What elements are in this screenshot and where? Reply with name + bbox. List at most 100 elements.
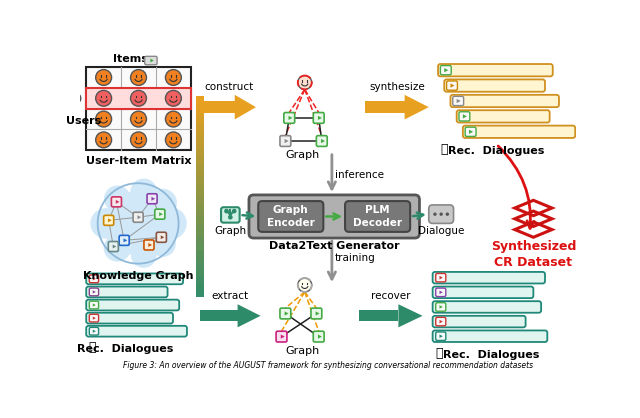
Bar [196, 237, 204, 244]
Circle shape [104, 186, 131, 212]
FancyBboxPatch shape [451, 95, 559, 107]
Polygon shape [235, 95, 256, 120]
Text: Graph: Graph [285, 150, 319, 160]
Circle shape [433, 212, 436, 216]
Bar [196, 150, 204, 157]
FancyBboxPatch shape [436, 273, 446, 282]
Polygon shape [108, 218, 112, 222]
Circle shape [96, 111, 111, 127]
Polygon shape [321, 139, 325, 143]
Polygon shape [318, 334, 322, 339]
Polygon shape [440, 305, 443, 309]
FancyBboxPatch shape [452, 97, 463, 106]
Polygon shape [469, 130, 473, 134]
Text: recover: recover [371, 291, 410, 301]
Circle shape [104, 234, 131, 262]
FancyBboxPatch shape [221, 207, 239, 223]
Text: PLM
Decoder: PLM Decoder [353, 205, 402, 228]
Circle shape [131, 132, 147, 148]
FancyBboxPatch shape [284, 112, 294, 123]
Bar [196, 210, 204, 217]
Bar [196, 243, 204, 251]
Text: Figure 3: An overview of the AUGUST framework for synthesizing conversational re: Figure 3: An overview of the AUGUST fram… [123, 361, 533, 370]
FancyBboxPatch shape [119, 235, 129, 245]
Bar [196, 270, 204, 277]
Text: inference: inference [335, 170, 384, 180]
Polygon shape [93, 329, 96, 333]
Text: Users: Users [67, 116, 102, 126]
FancyBboxPatch shape [259, 201, 323, 232]
Polygon shape [138, 215, 141, 219]
FancyBboxPatch shape [86, 300, 179, 311]
FancyBboxPatch shape [459, 112, 470, 121]
Polygon shape [289, 116, 292, 120]
FancyBboxPatch shape [108, 242, 118, 252]
Text: training: training [335, 253, 376, 263]
Polygon shape [281, 334, 285, 339]
Polygon shape [152, 197, 155, 201]
Bar [196, 103, 204, 110]
Bar [196, 217, 204, 224]
FancyBboxPatch shape [147, 194, 157, 204]
FancyBboxPatch shape [433, 301, 541, 313]
Polygon shape [457, 99, 461, 103]
Polygon shape [440, 334, 443, 338]
Text: extract: extract [212, 291, 249, 301]
Circle shape [232, 209, 237, 214]
FancyBboxPatch shape [90, 314, 99, 322]
Circle shape [298, 278, 312, 292]
FancyBboxPatch shape [436, 317, 446, 326]
Circle shape [131, 69, 147, 85]
Text: 👍: 👍 [435, 347, 442, 360]
FancyBboxPatch shape [457, 110, 550, 122]
Circle shape [131, 178, 157, 205]
Bar [196, 230, 204, 237]
Circle shape [165, 111, 181, 127]
Polygon shape [399, 304, 422, 327]
FancyBboxPatch shape [111, 197, 122, 207]
FancyBboxPatch shape [104, 215, 114, 225]
Circle shape [90, 208, 121, 239]
Text: Rec.  Dialogues: Rec. Dialogues [77, 344, 173, 354]
Polygon shape [440, 276, 443, 280]
Circle shape [440, 212, 443, 216]
Text: 👍: 👍 [440, 143, 448, 156]
Bar [196, 136, 204, 144]
Text: Graph: Graph [285, 346, 319, 356]
Bar [196, 163, 204, 171]
FancyBboxPatch shape [316, 135, 327, 146]
Text: Rec.  Dialogues: Rec. Dialogues [443, 350, 539, 360]
Text: Knowledge Graph: Knowledge Graph [83, 270, 193, 280]
Bar [196, 203, 204, 211]
FancyBboxPatch shape [90, 275, 99, 283]
Bar [196, 110, 204, 117]
FancyBboxPatch shape [90, 327, 99, 335]
Circle shape [445, 212, 449, 216]
FancyBboxPatch shape [463, 126, 575, 138]
Polygon shape [124, 238, 127, 242]
FancyBboxPatch shape [438, 64, 553, 76]
Polygon shape [451, 84, 454, 88]
FancyBboxPatch shape [280, 308, 291, 319]
FancyBboxPatch shape [465, 127, 476, 136]
Polygon shape [159, 212, 163, 216]
Bar [196, 143, 204, 150]
Polygon shape [440, 320, 443, 324]
Polygon shape [93, 303, 96, 307]
FancyBboxPatch shape [155, 209, 165, 219]
Text: Synthesized
CR Dataset: Synthesized CR Dataset [491, 240, 576, 269]
Bar [359, 311, 399, 321]
Polygon shape [116, 200, 120, 204]
FancyBboxPatch shape [433, 272, 545, 283]
Bar [196, 190, 204, 197]
Circle shape [228, 215, 233, 219]
Circle shape [131, 242, 157, 268]
FancyBboxPatch shape [86, 313, 173, 324]
Bar [196, 170, 204, 177]
Bar [86, 67, 191, 150]
Polygon shape [237, 304, 260, 327]
FancyBboxPatch shape [433, 287, 533, 298]
Bar [196, 283, 204, 291]
FancyBboxPatch shape [440, 66, 451, 75]
FancyBboxPatch shape [90, 288, 99, 296]
